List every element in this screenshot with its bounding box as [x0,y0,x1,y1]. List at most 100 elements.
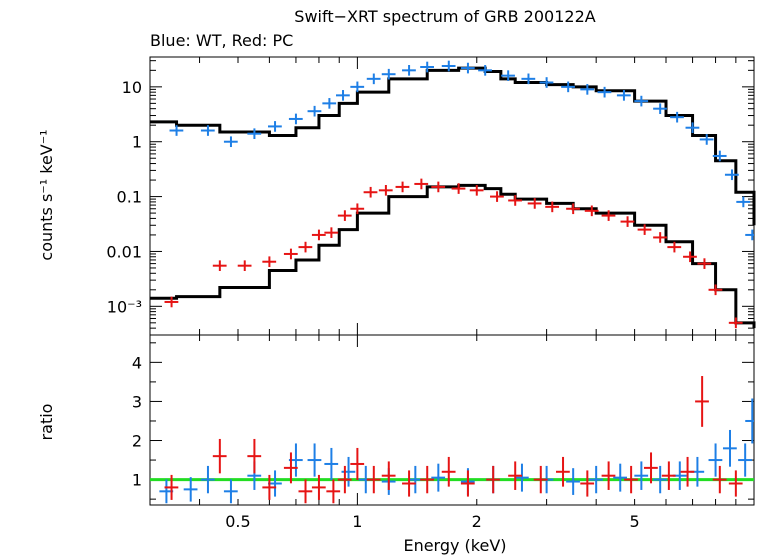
x-axis-label: Energy (keV) [403,536,506,555]
wt-data-point [478,65,492,76]
wt-data-point [268,121,282,132]
wt-ratio-point [738,443,752,477]
pc-ratio-point [311,474,326,500]
pc-ratio-point [680,456,695,487]
wt-ratio-point [431,463,446,492]
wt-ratio-point [722,429,737,467]
pc-data-point [490,191,504,202]
pc-data-point [620,216,635,227]
pc-data-point [584,205,599,217]
pc-ratio-point [247,438,262,474]
wt-data-point [402,65,416,76]
ratio-y-tick-label: 1 [132,471,142,490]
pc-data-point [363,186,378,198]
pc-ratio-point [508,461,522,490]
wt-data-point [169,125,184,136]
chart-title: Swift−XRT spectrum of GRB 200122A [294,7,595,26]
wt-ratio-point [183,477,198,502]
spectrum-y-tick-label: 1 [132,133,142,152]
ratio-y-tick-label: 2 [132,432,142,451]
wt-ratio-point [341,456,356,487]
wt-data-point [616,90,631,101]
spectrum-y-tick-label: 0.1 [117,188,142,207]
pc-ratio-point [601,461,616,490]
pc-ratio-point [262,474,277,500]
pc-data-point [667,241,682,253]
wt-data-point [634,95,649,107]
pc-ratio-point [326,479,341,504]
pc-ratio-point [624,465,638,494]
pc-data-point [601,210,616,221]
wt-data-point [561,81,575,93]
pc-ratio-point [441,456,456,487]
pc-data-point [212,260,227,272]
wt-data-point [307,105,322,117]
wt-data-point [381,68,396,80]
pc-data-point [683,251,697,263]
pc-data-point [283,248,298,260]
pc-data-point [164,296,179,308]
pc-data-point [653,232,667,243]
wt-data-point [460,62,475,74]
wt-ratio-point [514,463,529,492]
pc-data-point [469,185,484,196]
wt-data-point [223,136,238,148]
pc-ratio-point [212,438,227,474]
wt-data-point [335,90,350,101]
pc-data-point [431,181,446,193]
pc-ratio-point [556,456,570,487]
pc-data-point [508,195,522,206]
pc-ratio-point [298,479,313,504]
wt-data-point [501,70,515,81]
wt-data-point [247,128,262,140]
wt-ratio-point [653,465,667,494]
wt-data-point [653,103,667,115]
wt-data-point [597,86,612,98]
chart-subtitle: Blue: WT, Red: PC [150,31,293,50]
ratio-y-tick-label: 3 [132,392,142,411]
pc-ratio-point [420,465,434,494]
pc-data-point [337,210,352,221]
wt-data-point [712,150,727,162]
wt-ratio-point [223,479,238,504]
pc-data-point [637,224,652,235]
wt-data-point [724,169,739,181]
spectrum-y-axis-label: counts s⁻¹ keV⁻¹ [37,129,56,260]
pc-ratio-point [661,461,676,490]
pc-data-point [350,203,365,215]
wt-data-point [685,122,700,134]
pc-data-point [451,183,466,194]
pc-data-point [262,256,277,268]
wt-data-point [670,111,684,123]
pc-data-point [566,203,580,215]
pc-data-point [324,227,339,238]
wt-data-point [350,81,365,93]
ratio-y-tick-label: 4 [132,353,142,372]
pc-ratio-point [402,470,416,497]
x-tick-label: 0.5 [225,512,250,531]
pc-ratio-point [533,465,548,494]
pc-data-point [545,201,560,213]
pc-ratio-point [337,465,352,494]
wt-data-point [539,77,554,88]
spectrum-y-tick-label: 10 [122,78,142,97]
pc-ratio-point [381,461,396,490]
pc-ratio-point [712,465,727,494]
model-pc-line [150,183,756,329]
pc-ratio-point [580,470,595,497]
pc-data-point [237,260,252,272]
pc-ratio-point [350,447,365,480]
wt-ratio-point [634,461,649,490]
pc-ratio-point [283,452,298,484]
pc-ratio-point [486,465,500,494]
wt-data-point [200,125,215,136]
pc-data-point [414,178,429,190]
ratio-y-axis-label: ratio [37,404,56,441]
pc-data-point [527,198,542,209]
wt-data-point [288,113,303,125]
wt-ratio-point [307,443,322,477]
wt-ratio-point [613,463,627,492]
x-tick-label: 1 [352,512,362,531]
